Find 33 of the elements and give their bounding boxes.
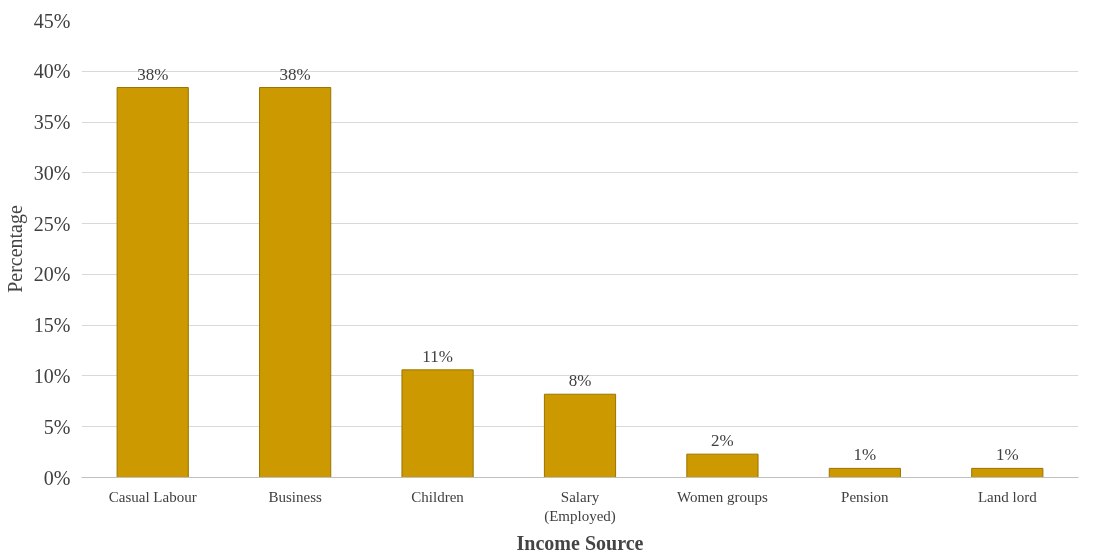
- y-tick-label: 5%: [43, 415, 71, 438]
- y-tick-label: 35%: [33, 111, 71, 134]
- x-tick-label: Pension: [841, 488, 890, 505]
- x-tick-label: Women groups: [677, 488, 769, 505]
- y-axis-title: Percentage: [3, 205, 27, 293]
- data-label: 1%: [853, 445, 877, 465]
- bar: [259, 87, 332, 478]
- bar: [828, 467, 901, 478]
- bar: [116, 87, 189, 478]
- y-tick-label: 0%: [43, 466, 71, 489]
- y-tick-label: 25%: [33, 212, 71, 235]
- y-tick-label: 45%: [33, 9, 71, 32]
- x-tick-label: Casual Labour: [108, 488, 197, 505]
- y-tick-label: 30%: [33, 161, 71, 184]
- bar: [686, 453, 759, 478]
- x-tick-label: Salary (Employed): [544, 488, 616, 525]
- data-label: 38%: [279, 64, 311, 84]
- data-label: 1%: [995, 445, 1019, 465]
- x-axis-title: Income Source: [516, 531, 644, 554]
- bar: [971, 467, 1044, 478]
- x-tick-label: Children: [411, 488, 465, 505]
- data-label: 8%: [568, 371, 592, 391]
- x-tick-label: Land lord: [977, 488, 1038, 505]
- y-tick-label: 10%: [33, 364, 71, 387]
- y-tick-label: 15%: [33, 314, 71, 337]
- bar: [543, 393, 617, 478]
- data-label: 2%: [711, 431, 734, 451]
- data-label: 38%: [137, 64, 169, 84]
- y-tick-label: 20%: [33, 263, 71, 286]
- data-label: 11%: [422, 346, 453, 366]
- x-tick-label: Business: [268, 488, 322, 505]
- bar: [401, 369, 474, 478]
- y-tick-label: 40%: [33, 60, 71, 83]
